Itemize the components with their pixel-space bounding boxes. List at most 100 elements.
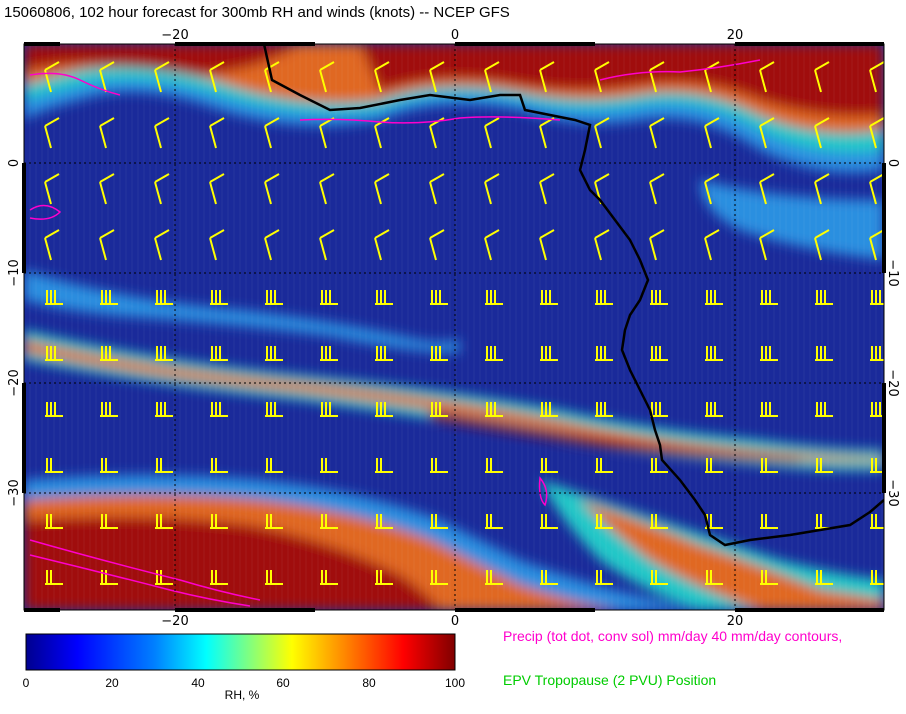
wind-barb [759, 61, 775, 93]
wind-barb [264, 173, 280, 205]
wind-barb [320, 570, 338, 585]
wind-barb [540, 402, 558, 417]
wind-barb [815, 346, 833, 361]
wind-barb [210, 290, 228, 305]
wind-barb [100, 346, 118, 361]
wind-barb [760, 346, 778, 361]
y-tick-left-0: 0 [7, 159, 22, 167]
wind-barb [375, 346, 393, 361]
wind-barb [540, 570, 558, 585]
wind-barb [705, 402, 723, 417]
wind-barb [374, 173, 390, 205]
wind-barb [760, 290, 778, 305]
wind-barb [155, 458, 173, 473]
wind-barb [44, 229, 60, 261]
wind-barb [760, 402, 778, 417]
wind-barb [814, 61, 830, 93]
wind-barb [705, 458, 723, 473]
wind-barb [870, 570, 884, 585]
wind-barb [484, 61, 500, 93]
wind-barb [320, 514, 338, 529]
wind-barb [154, 117, 170, 149]
wind-barb [650, 290, 668, 305]
wind-barb [430, 458, 448, 473]
wind-barb [870, 402, 884, 417]
precip-contour-west [29, 204, 62, 220]
wind-barb [540, 458, 558, 473]
wind-barb [485, 290, 503, 305]
wind-barb [374, 61, 390, 93]
wind-barb [320, 346, 338, 361]
wind-barb [99, 117, 115, 149]
wind-barb [429, 117, 445, 149]
wind-barb [760, 570, 778, 585]
wind-barb [430, 346, 448, 361]
wind-barb [869, 173, 884, 205]
wind-barb [594, 229, 610, 261]
wind-barb [209, 173, 225, 205]
wind-barb [870, 290, 884, 305]
wind-barb [265, 402, 283, 417]
x-tick-bottom-20: 20 [727, 614, 744, 629]
wind-barb [265, 458, 283, 473]
wind-barb [540, 290, 558, 305]
wind-barb [595, 346, 613, 361]
graticule [24, 44, 884, 610]
wind-barb [100, 402, 118, 417]
wind-barb [154, 173, 170, 205]
wind-barb [99, 61, 115, 93]
colorbar-tick-20: 20 [105, 676, 119, 690]
wind-barb [760, 514, 778, 529]
precip-contour-northeast [599, 59, 761, 81]
wind-barb [155, 402, 173, 417]
colorbar-tick-100: 100 [444, 676, 466, 690]
wind-barb [319, 173, 335, 205]
wind-barb [210, 346, 228, 361]
wind-barb [484, 229, 500, 261]
wind-barb [319, 61, 335, 93]
wind-barb [759, 117, 775, 149]
legend-precip: Precip (tot dot, conv sol) mm/day 40 mm/… [503, 628, 843, 644]
wind-barb [100, 514, 118, 529]
rh-band-dark-red-west [24, 44, 300, 75]
wind-barb [319, 229, 335, 261]
colorbar-tick-80: 80 [362, 676, 376, 690]
wind-barb [155, 514, 173, 529]
rh-field [24, 44, 884, 610]
wind-barb [595, 458, 613, 473]
wind-barb [155, 570, 173, 585]
wind-barb [485, 346, 503, 361]
wind-barb [155, 290, 173, 305]
wind-barb [45, 290, 63, 305]
wind-barb [264, 229, 280, 261]
wind-barb [594, 61, 610, 93]
wind-barb [484, 117, 500, 149]
wind-barb [320, 458, 338, 473]
wind-barb [650, 458, 668, 473]
wind-barb [210, 570, 228, 585]
wind-barb [870, 458, 884, 473]
wind-barb [650, 570, 668, 585]
wind-barb [485, 570, 503, 585]
wind-barb [264, 61, 280, 93]
legend-epv: EPV Tropopause (2 PVU) Position [503, 672, 717, 688]
wind-barb [100, 290, 118, 305]
coastline [262, 44, 884, 547]
wind-barb [430, 514, 448, 529]
rh-jet-band-cyan [24, 330, 884, 471]
rh-band-south-red [24, 516, 440, 610]
wind-barb [209, 117, 225, 149]
wind-barb [375, 570, 393, 585]
colorbar [25, 633, 456, 671]
y-tick-left-minus30: −30 [7, 479, 22, 506]
x-tick-top-0: 0 [451, 28, 459, 43]
precip-contour-small [538, 476, 548, 507]
wind-barb [429, 229, 445, 261]
wind-barb [264, 117, 280, 149]
precip-contours [29, 59, 761, 607]
fine-grid [24, 44, 883, 610]
wind-barb [265, 570, 283, 585]
wind-barb [265, 514, 283, 529]
x-tick-bottom-minus20: −20 [161, 614, 188, 629]
y-tick-left-minus20: −20 [7, 369, 22, 396]
